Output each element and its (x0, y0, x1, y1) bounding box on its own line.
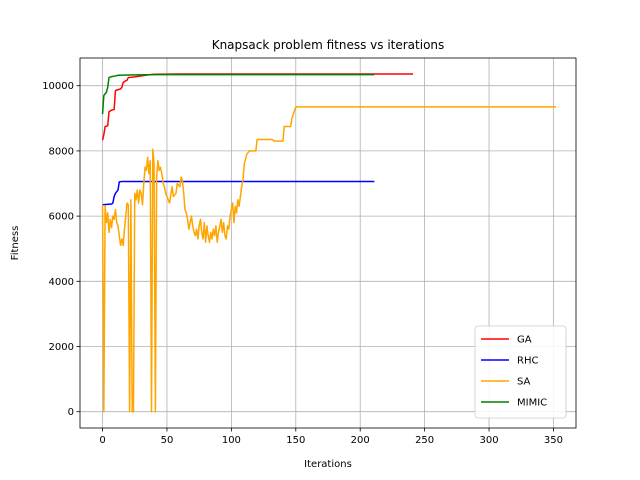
x-tick-label: 0 (99, 435, 105, 446)
legend: GA RHC SA MIMIC (474, 325, 567, 419)
series-line-sa (101, 106, 557, 413)
x-tick-label: 200 (351, 435, 370, 446)
y-tick-label: 10000 (42, 81, 74, 92)
y-axis-label: Fitness (10, 226, 21, 261)
chart-title: Knapsack problem fitness vs iterations (212, 38, 445, 52)
y-tick-label: 6000 (49, 212, 74, 223)
y-tick-label: 4000 (49, 277, 74, 288)
x-tick-label: 150 (286, 435, 305, 446)
x-tick-label: 350 (544, 435, 563, 446)
x-tick-label: 50 (161, 435, 174, 446)
series-line-ga (101, 73, 414, 141)
legend-label-sa: SA (517, 377, 531, 388)
x-tick-label: 250 (415, 435, 434, 446)
series-lines (101, 73, 557, 413)
series-line-mimic (101, 73, 375, 115)
x-tick-label: 300 (479, 435, 498, 446)
legend-box (474, 325, 567, 419)
axes (79, 57, 577, 429)
x-axis-label: Iterations (304, 459, 352, 470)
plot-frame (79, 57, 577, 429)
legend-label-ga: GA (517, 335, 532, 346)
series-line-rhc (102, 180, 375, 206)
legend-label-mimic: MIMIC (517, 398, 547, 409)
y-tick-label: 8000 (49, 146, 74, 157)
x-tick-label: 100 (222, 435, 241, 446)
y-tick-label: 0 (68, 407, 74, 418)
ticks: 0 50 100 150 200 250 300 350 0 2000 4000 6000 8000 10… (42, 81, 563, 446)
y-tick-label: 2000 (49, 342, 74, 353)
legend-label-rhc: RHC (517, 356, 538, 367)
